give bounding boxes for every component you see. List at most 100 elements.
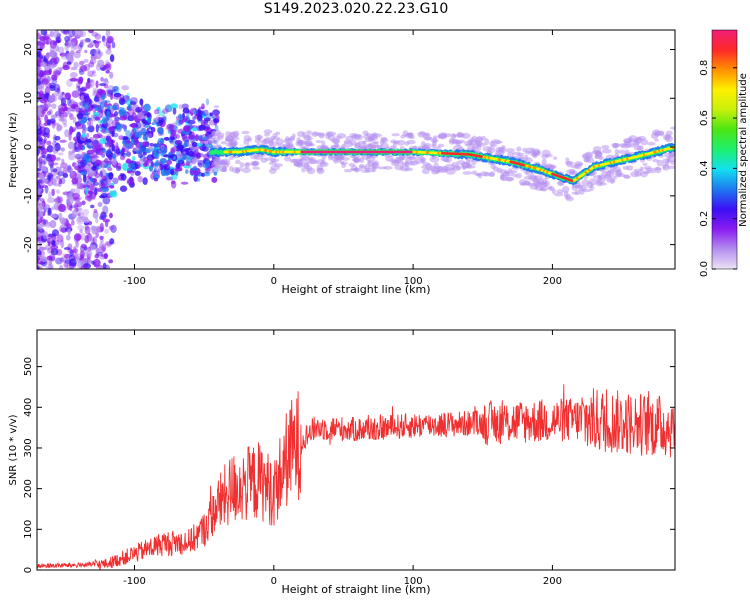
spectrogram-cell [37,266,40,269]
spectrogram-cell [75,50,81,54]
spectrogram-cell [72,116,77,124]
spectrogram-cell [92,181,100,186]
spectrogram-cell [57,96,62,101]
spectrogram-cell [59,139,67,143]
spectrogram-cell [362,140,367,146]
spectrogram-cell [421,168,430,175]
spectrogram-cell [153,162,159,167]
spectrogram-cell [157,168,161,177]
spectrogram-cell [54,143,61,152]
spectrogram-cell [109,238,115,245]
spectrogram-cell [64,35,71,42]
spectrogram-cell [151,122,156,126]
spectrogram-cell [452,133,457,139]
snr-y-tick-label: 0 [23,567,34,573]
spectrogram-cell [191,140,195,146]
spectrogram-cell [104,64,111,69]
spectrogram-cell [143,103,151,112]
spectrogram-y-tick-label: -10 [23,188,34,204]
spectrogram-cell [144,134,149,142]
spectrogram-cell [73,233,82,241]
spectrogram-cell [601,170,608,177]
spectrogram-cell [110,224,117,233]
spectrogram-cell [630,171,640,178]
spectrogram-cell [142,151,147,156]
spectrogram-cell [336,154,345,161]
spectrogram-cell [142,177,148,185]
spectrogram-cell [50,244,59,250]
spectrogram-cell [64,190,68,196]
spectrogram-cell [57,170,65,177]
spectrogram-cell [44,66,50,71]
spectrogram-cell [81,129,87,135]
spectrogram-cell [77,156,85,162]
spectrogram-cell [49,154,56,162]
spectrogram-cell [652,129,661,136]
spectrogram-cell [128,162,136,168]
spectrogram-cell [94,187,98,196]
spectrogram-cell [256,134,262,142]
spectrogram-cell [53,197,62,204]
spectrogram-cell [149,131,154,137]
spectrogram-cell [95,123,99,133]
spectrogram-cell [100,178,108,187]
spectrogram-cell [517,152,525,157]
spectrogram-cell [60,147,65,152]
spectrogram-cell [119,107,126,114]
spectrogram-cell [113,94,121,100]
spectrogram-cell [41,179,49,184]
spectrogram-cell [39,35,46,42]
spectrogram-cell [500,172,505,180]
spectrogram-cell [69,170,77,180]
spectrogram-cell [183,164,192,169]
spectrogram-cell [76,225,85,231]
spectrogram-cell [45,40,49,45]
spectrogram-cell [80,94,85,101]
spectrogram-cell [81,170,88,175]
spectrogram-cell [187,125,191,129]
spectrogram-cell [41,165,47,171]
spectrogram-cell [215,113,220,122]
colorbar-tick-label: 0.4 [699,160,710,176]
spectrogram-cell [193,174,198,182]
spectrogram-cell [201,136,209,141]
spectrogram-cell [91,260,95,265]
spectrogram-cell [177,144,185,150]
spectrogram-cell [160,146,167,155]
spectrogram-cell [69,77,78,82]
spectrogram-cell [220,158,231,164]
spectrogram-cell [75,239,79,248]
spectrogram-cell [107,89,114,95]
spectrogram-cell [37,244,42,248]
spectrogram-cell [244,162,250,169]
colorbar-tick-label: 0.0 [699,261,710,277]
spectrogram-cell [586,156,595,164]
spectrogram-x-tick-label: 0 [271,276,277,287]
spectrogram-cell [516,146,522,152]
spectrogram-cell [608,169,615,174]
spectrogram-cell [54,135,61,141]
spectrogram-cell [185,161,191,166]
spectrogram-cell [192,116,196,121]
spectrogram-cell [46,110,52,116]
spectrogram-cell [40,202,45,208]
spectrogram-cell [191,158,200,163]
spectrogram-cell [77,212,81,217]
spectrogram-cell [84,226,91,235]
spectrogram-cell [471,135,477,143]
spectrogram-cell [105,30,111,38]
spectrogram-cell [99,83,107,87]
spectrogram-cell [250,160,259,167]
spectrogram-cell [151,148,157,153]
spectrogram-cell [135,106,143,113]
spectrogram-cell [62,30,70,35]
spectrogram-cell [551,188,556,195]
spectrogram-cell [380,142,389,150]
spectrogram-cell [187,119,196,125]
spectrogram-cell [588,178,599,186]
spectrogram-cell [328,154,336,159]
spectrogram-cell [82,153,90,160]
snr-y-axis: 0 100 200 300 400 500 [23,357,675,573]
spectrogram-cell [197,159,205,168]
spectrogram-cell [234,159,241,165]
